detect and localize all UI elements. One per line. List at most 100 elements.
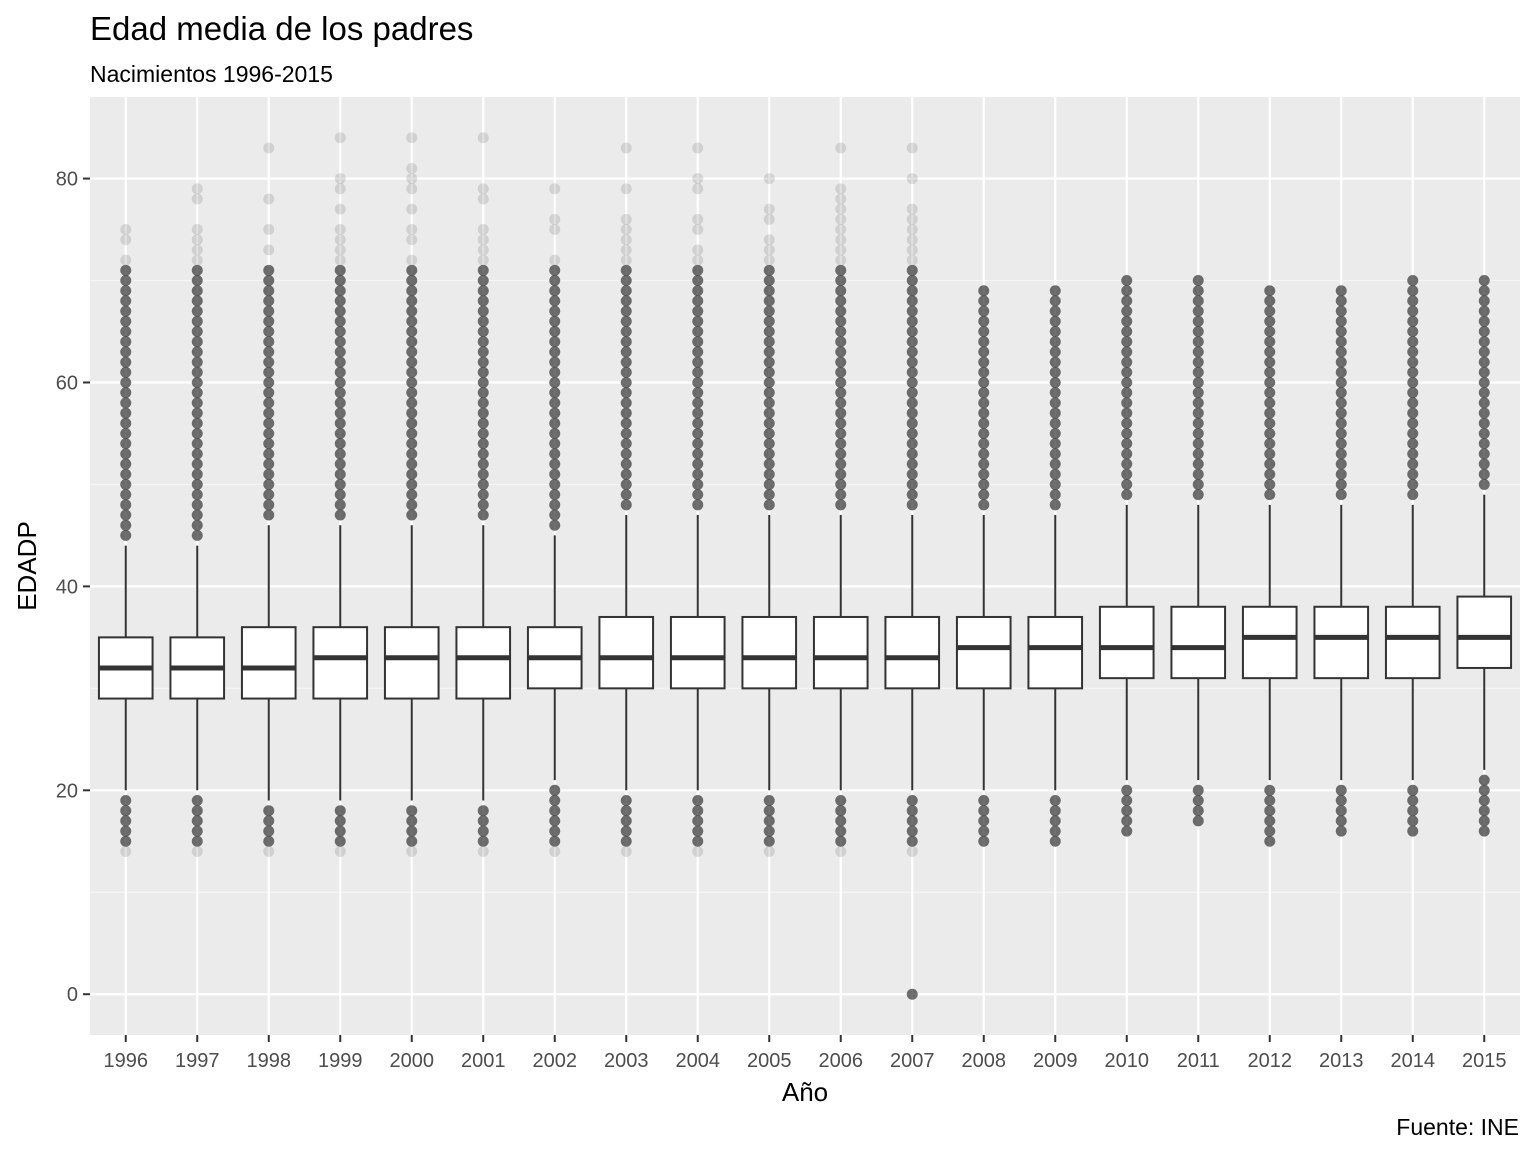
x-tick-label: 2005	[747, 1050, 792, 1072]
outlier-point	[906, 427, 918, 439]
outlier-point	[978, 417, 990, 429]
outlier-point	[191, 305, 203, 317]
outlier-point	[1049, 397, 1061, 409]
outlier-point	[549, 448, 561, 460]
outlier-point	[835, 815, 847, 827]
outlier-point	[978, 295, 990, 307]
outlier-point	[1478, 397, 1490, 409]
outlier-point	[835, 448, 847, 460]
outlier-point	[477, 336, 489, 348]
outlier-point	[549, 336, 561, 348]
outlier-point	[406, 254, 418, 266]
outlier-point	[763, 438, 775, 450]
outlier-point	[1478, 407, 1490, 419]
outlier-point	[1335, 366, 1347, 378]
x-tick-label: 1998	[247, 1050, 292, 1072]
outlier-point	[334, 478, 346, 490]
outlier-point	[620, 336, 632, 348]
outlier-point	[191, 264, 203, 276]
outlier-point	[1049, 825, 1061, 837]
outlier-point	[763, 254, 775, 266]
outlier-point	[1121, 795, 1133, 806]
outlier-point	[835, 244, 847, 256]
outlier-point	[191, 458, 203, 470]
outlier-point	[692, 346, 704, 358]
outlier-point	[1264, 835, 1276, 847]
outlier-point	[1121, 346, 1133, 358]
outlier-point	[1264, 795, 1276, 806]
outlier-point	[835, 387, 847, 399]
outlier-point	[263, 845, 275, 857]
outlier-point	[1192, 438, 1204, 450]
outlier-point	[191, 224, 203, 236]
outlier-point	[334, 315, 346, 327]
outlier-point	[978, 315, 990, 327]
outlier-point	[620, 224, 632, 236]
outlier-point	[1049, 448, 1061, 460]
outlier-point	[549, 315, 561, 327]
outlier-point	[835, 356, 847, 368]
outlier-point	[263, 407, 275, 419]
outlier-point	[906, 173, 918, 185]
x-tick-label: 2015	[1462, 1050, 1507, 1072]
outlier-point	[406, 264, 418, 276]
outlier-point	[334, 173, 346, 185]
outlier-point	[835, 499, 847, 511]
outlier-point	[763, 397, 775, 409]
boxplot-2004	[669, 515, 726, 791]
outlier-point	[1407, 356, 1419, 368]
outlier-point	[1335, 448, 1347, 460]
outlier-point	[620, 244, 632, 256]
outlier-point	[1478, 438, 1490, 450]
outlier-points	[120, 132, 1490, 1000]
outlier-point	[191, 315, 203, 327]
outlier-point	[477, 224, 489, 236]
outlier-point	[334, 397, 346, 409]
outlier-point	[835, 315, 847, 327]
outlier-point	[906, 499, 918, 511]
outlier-point	[1192, 295, 1204, 307]
outlier-point	[1264, 438, 1276, 450]
box-iqr	[240, 626, 297, 700]
outlier-point	[763, 407, 775, 419]
outlier-point	[1407, 275, 1419, 287]
outlier-point	[334, 183, 346, 195]
outlier-point	[620, 417, 632, 429]
outlier-point	[477, 295, 489, 307]
outlier-point	[1264, 376, 1276, 388]
outlier-point	[1121, 458, 1133, 470]
outlier-point	[1478, 795, 1490, 806]
outlier-point	[692, 254, 704, 266]
outlier-point	[191, 356, 203, 368]
outlier-point	[978, 438, 990, 450]
boxplot-1997	[169, 545, 226, 791]
outlier-point	[334, 815, 346, 827]
outlier-point	[477, 468, 489, 480]
outlier-point	[549, 346, 561, 358]
outlier-point	[620, 183, 632, 195]
outlier-point	[191, 835, 203, 847]
outlier-point	[1192, 397, 1204, 409]
boxplot-2007	[884, 515, 941, 791]
outlier-point	[620, 478, 632, 490]
outlier-point	[1478, 366, 1490, 378]
outlier-point	[549, 468, 561, 480]
outlier-point	[191, 183, 203, 195]
x-tick-label: 2000	[390, 1050, 435, 1072]
outlier-point	[120, 519, 132, 531]
outlier-point	[1192, 407, 1204, 419]
outlier-point	[692, 336, 704, 348]
outlier-point	[120, 835, 132, 847]
outlier-point	[1049, 326, 1061, 337]
outlier-point	[763, 264, 775, 276]
boxplot-2013	[1313, 504, 1370, 781]
boxplot-2005	[741, 515, 798, 791]
outlier-point	[692, 835, 704, 847]
outlier-point	[549, 805, 561, 817]
outlier-point	[978, 387, 990, 399]
outlier-point	[477, 183, 489, 195]
outlier-point	[120, 295, 132, 307]
outlier-point	[620, 825, 632, 837]
y-tick-label: 0	[67, 984, 78, 1006]
outlier-point	[1407, 376, 1419, 388]
